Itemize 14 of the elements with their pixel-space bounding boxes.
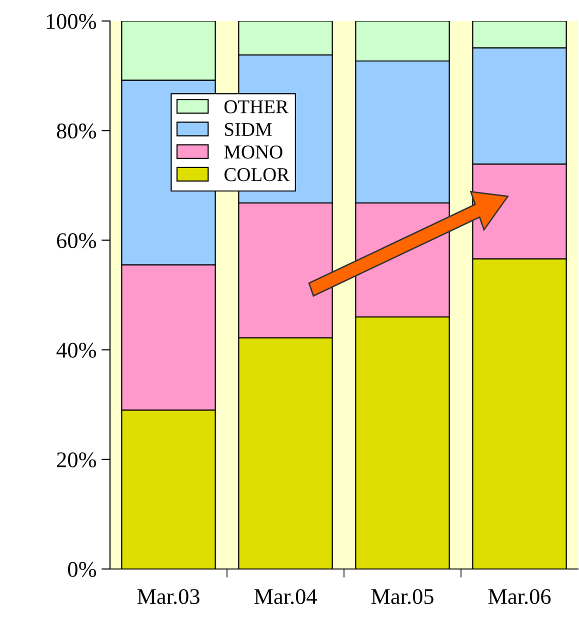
y-tick-label: 60%	[57, 233, 96, 248]
y-tick-label: 0%	[68, 562, 96, 577]
x-tick-label: Mar.03	[137, 589, 200, 604]
x-tick-label: Mar.05	[371, 589, 434, 604]
legend-label: SIDM	[225, 122, 272, 136]
y-tick-label: 80%	[56, 124, 96, 139]
y-tick-label: 20%	[57, 452, 96, 468]
legend-label: OTHER	[224, 100, 288, 114]
x-tick-label: Mar.04	[254, 589, 317, 604]
legend-label: MONO	[224, 146, 282, 159]
x-tick-label: Mar.06	[488, 589, 551, 604]
legend-label: COLOR	[224, 168, 290, 182]
y-tick-label: 40%	[56, 342, 96, 358]
y-tick-label: 100%	[46, 14, 96, 29]
